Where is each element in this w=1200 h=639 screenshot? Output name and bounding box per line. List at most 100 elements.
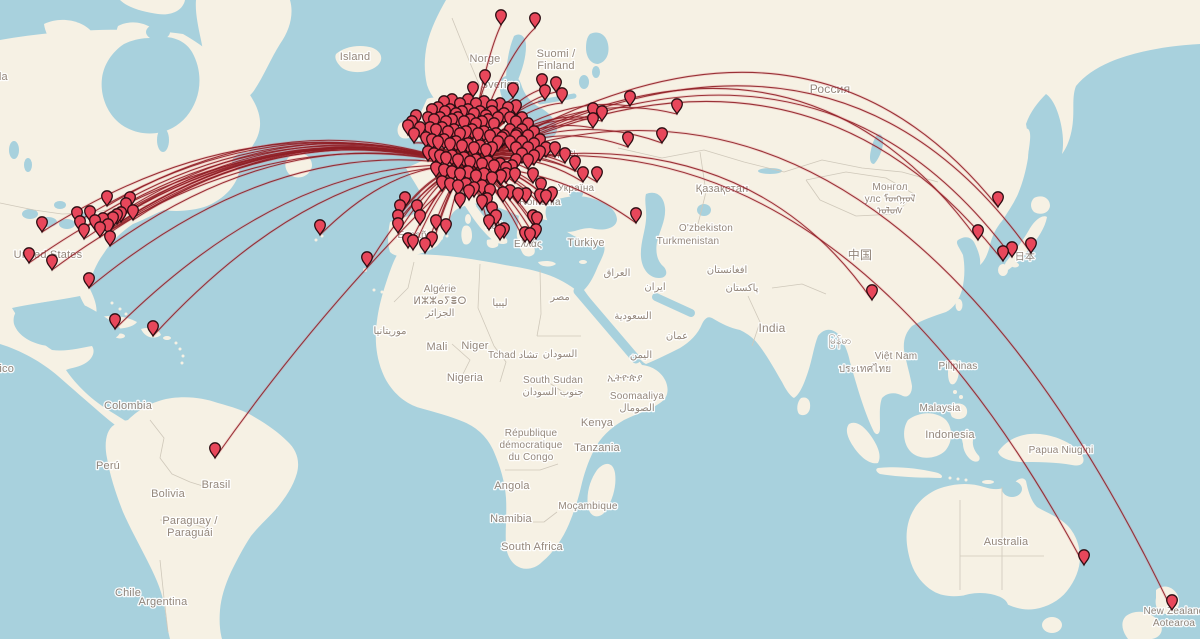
destination-pins [23,9,1178,612]
destination-pin[interactable] [78,223,90,241]
destination-pin[interactable] [452,153,464,171]
destination-pin[interactable] [656,127,668,145]
island-antilles [180,361,184,365]
destination-pin[interactable] [536,73,548,91]
map-label: پاکستان [726,283,759,294]
destination-pin[interactable] [587,112,599,130]
destination-pin[interactable] [622,131,634,149]
destination-pin[interactable] [550,76,562,94]
destination-pin[interactable] [83,272,95,290]
map-label: Қазақстан [696,183,749,195]
destination-pin[interactable] [522,153,534,171]
destination-pin[interactable] [476,194,488,212]
island-visayas [953,390,957,394]
destination-pin[interactable] [127,204,139,222]
destination-pin[interactable] [408,127,420,145]
destination-pin[interactable] [569,155,581,173]
island-crete [538,260,556,267]
destination-pin[interactable] [440,218,452,236]
island-antilles [181,354,185,358]
destination-pin[interactable] [591,166,603,184]
map-label: South Sudan جنوب السودان [522,375,583,398]
destination-pin[interactable] [539,84,551,102]
destination-pin[interactable] [472,127,484,145]
destination-pin[interactable] [495,169,507,187]
route-arc [466,94,1013,258]
island-canary [380,290,384,294]
gulf-of-carpentaria [1002,481,1022,497]
destination-pin[interactable] [866,284,878,302]
map-label: Монгол улс ᠮᠣᠩᠭᠣᠯ ᠤᠯᠤᠰ [865,182,916,217]
destination-pin[interactable] [497,186,509,204]
landmass-greenland [195,0,292,104]
destination-pin[interactable] [624,90,636,108]
destination-pin[interactable] [444,137,456,155]
destination-pin[interactable] [467,81,479,99]
lake-onega [592,66,600,78]
destination-pin[interactable] [94,221,106,239]
destination-pin[interactable] [540,189,552,207]
island-lesser-sunda [956,477,960,481]
destination-pin[interactable] [535,177,547,195]
destination-pin[interactable] [509,167,521,185]
destination-pin[interactable] [527,167,539,185]
destination-pin[interactable] [549,141,561,159]
route-arc [107,149,468,235]
destination-pin[interactable] [483,214,495,232]
destination-pin[interactable] [507,82,519,100]
destination-pin[interactable] [531,211,543,229]
destination-pin[interactable] [463,184,475,202]
destination-pin[interactable] [392,217,404,235]
destination-pin[interactable] [109,313,121,331]
destination-pin[interactable] [430,214,442,232]
destination-pin[interactable] [630,207,642,225]
destination-pin[interactable] [36,216,48,234]
destination-pin[interactable] [556,87,568,105]
destination-pin[interactable] [479,69,491,87]
destination-pin[interactable] [494,224,506,242]
destination-pin[interactable] [992,191,1004,209]
destination-pin[interactable] [1025,237,1037,255]
map-label: ايران [644,282,665,293]
destination-pin[interactable] [577,166,589,184]
destination-pin[interactable] [480,143,492,161]
destination-pin[interactable] [407,234,419,252]
destination-pin[interactable] [997,245,1009,263]
destination-pin[interactable] [524,227,536,245]
destination-pin[interactable] [101,190,113,208]
map-label: Island [340,51,371,63]
destination-pin[interactable] [419,237,431,255]
destination-pin[interactable] [454,192,466,210]
destination-pin[interactable] [414,209,426,227]
destination-pin[interactable] [147,320,159,338]
map-label: السعودية [614,311,651,322]
map-label: مصر [549,292,570,303]
destination-pin[interactable] [972,224,984,242]
destination-pin[interactable] [1078,549,1090,567]
map-label: Malaysia [919,403,960,414]
destination-pin[interactable] [314,219,326,237]
destination-pin[interactable] [671,98,683,116]
destination-pin[interactable] [1166,594,1178,612]
destination-pin[interactable] [486,171,498,189]
destination-pin[interactable] [209,442,221,460]
destination-pin[interactable] [46,254,58,272]
destination-pin[interactable] [468,141,480,159]
lake-ladoga [579,75,589,89]
destination-pin[interactable] [361,251,373,269]
map-label: عمان [666,331,688,342]
destination-pin[interactable] [456,139,468,157]
destination-pin[interactable] [495,9,507,27]
destination-pin[interactable] [559,147,571,165]
island-bahamas [124,312,128,316]
destination-pin[interactable] [529,12,541,30]
destination-pin[interactable] [452,179,464,197]
destination-pin[interactable] [512,187,524,205]
destination-pin[interactable] [23,247,35,265]
destination-pin[interactable] [104,230,116,248]
destination-pin[interactable] [440,151,452,169]
destination-pin[interactable] [432,135,444,153]
map-label: Indonesia [925,429,975,441]
